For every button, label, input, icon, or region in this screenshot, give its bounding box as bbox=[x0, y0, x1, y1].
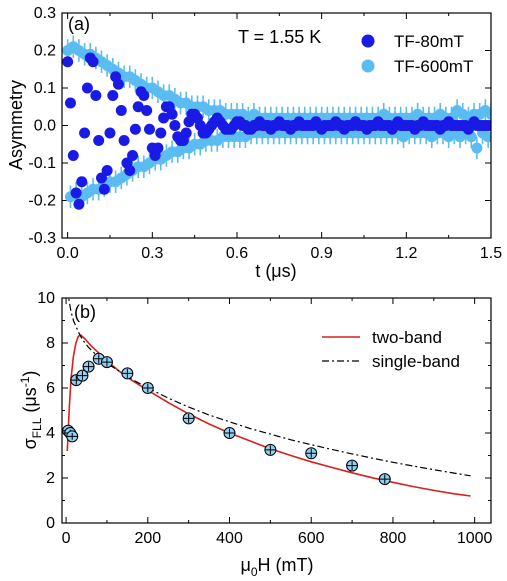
tf600-point bbox=[485, 108, 491, 120]
tf80-point bbox=[127, 150, 139, 161]
legend-label-tf80: TF-80mT bbox=[394, 32, 464, 51]
tf80-point bbox=[180, 127, 192, 139]
sigma-point bbox=[121, 367, 134, 380]
a-ytick-label: -0.2 bbox=[28, 193, 56, 210]
panel-b-curves bbox=[66, 298, 471, 497]
b-ytick-label: 4 bbox=[46, 425, 55, 442]
sigma-point bbox=[182, 412, 195, 425]
tf80-point bbox=[101, 165, 113, 176]
tf80-point bbox=[155, 127, 167, 139]
tf600-point bbox=[482, 131, 491, 143]
tf80-point bbox=[132, 101, 144, 113]
tf80-point bbox=[87, 56, 99, 68]
sigma-point bbox=[66, 430, 79, 443]
tf80-point bbox=[158, 112, 170, 124]
sigma-point bbox=[346, 459, 359, 472]
panel-b-ylabel: σFLL (μs-1) bbox=[18, 371, 44, 450]
tf80-point bbox=[129, 123, 141, 135]
tf80-point bbox=[104, 127, 116, 139]
tf80-point bbox=[124, 165, 136, 176]
a-xtick-label: 0.3 bbox=[141, 245, 163, 262]
b-xtick-label: 400 bbox=[216, 530, 243, 547]
a-ytick-label: -0.1 bbox=[28, 155, 56, 172]
b-xtick-label: 1000 bbox=[457, 530, 493, 547]
legend-label-two-band: two-band bbox=[372, 328, 442, 347]
panel-a-xlabel: t (μs) bbox=[255, 261, 296, 281]
a-ytick-label: -0.3 bbox=[28, 230, 56, 247]
panel-a-points-80 bbox=[62, 52, 491, 210]
legend-label-single-band: single-band bbox=[372, 352, 460, 371]
panel-a-ylabel: Asymmetry bbox=[6, 80, 26, 170]
sigma-point bbox=[264, 443, 277, 456]
b-xtick-label: 200 bbox=[134, 530, 161, 547]
tf80-point bbox=[107, 90, 119, 101]
tf80-point bbox=[98, 183, 110, 195]
a-xtick-label: 0.9 bbox=[311, 245, 333, 262]
a-xtick-label: 0.6 bbox=[226, 245, 248, 262]
a-xtick-label: 0.0 bbox=[57, 245, 79, 262]
b-ytick-label: 0 bbox=[46, 515, 55, 532]
panel-a-frame bbox=[61, 12, 492, 239]
sigma-point bbox=[82, 360, 95, 373]
tf80-point bbox=[64, 97, 76, 109]
a-ytick-label: 0.0 bbox=[34, 118, 56, 135]
b-ytick-label: 6 bbox=[46, 380, 55, 397]
sigma-point bbox=[100, 356, 113, 369]
a-xtick-label: 1.2 bbox=[395, 245, 417, 262]
sigma-point bbox=[378, 473, 391, 486]
single-band-curve bbox=[68, 298, 471, 477]
tf80-point bbox=[166, 108, 178, 120]
two-band-curve bbox=[66, 334, 471, 497]
tf80-point bbox=[79, 127, 91, 139]
legend-label-tf600: TF-600mT bbox=[394, 57, 473, 76]
panel-b-label: (b) bbox=[74, 302, 96, 322]
legend-marker-tf80 bbox=[361, 34, 375, 48]
a-xtick-label: 1.5 bbox=[480, 245, 502, 262]
b-ytick-label: 8 bbox=[46, 335, 55, 352]
panel-a-annotation: T = 1.55 K bbox=[238, 27, 321, 47]
a-ytick-label: 0.1 bbox=[34, 80, 56, 97]
tf80-point bbox=[138, 90, 150, 101]
sigma-point bbox=[223, 427, 236, 439]
legend-marker-tf600 bbox=[361, 59, 375, 73]
tf80-point bbox=[152, 142, 164, 154]
sigma-point bbox=[141, 382, 154, 394]
tf80-point bbox=[112, 78, 124, 90]
tf80-point bbox=[115, 105, 127, 116]
panel-b-points bbox=[62, 352, 391, 486]
b-ytick-label: 10 bbox=[37, 290, 55, 307]
panel-a-legend: TF-80mT TF-600mT bbox=[361, 32, 473, 76]
tf80-point bbox=[73, 198, 85, 210]
tf80-point bbox=[143, 123, 155, 135]
tf80-point bbox=[81, 82, 93, 94]
b-xtick-label: 800 bbox=[380, 530, 407, 547]
tf80-point bbox=[96, 172, 108, 184]
tf80-point bbox=[93, 135, 105, 146]
b-xtick-label: 600 bbox=[298, 530, 325, 547]
panel-b-xlabel: μ0H (mT) bbox=[240, 555, 313, 579]
tf80-point bbox=[76, 176, 88, 188]
sigma-point bbox=[305, 447, 318, 460]
tf80-point bbox=[70, 187, 82, 199]
b-xtick-label: 0 bbox=[62, 530, 71, 547]
tf600-point bbox=[471, 142, 483, 154]
panel-a-label: (a) bbox=[68, 14, 90, 34]
tf80-point bbox=[90, 90, 102, 101]
b-ytick-label: 2 bbox=[46, 470, 55, 487]
panel-a: 0.0 0.3 0.6 0.9 1.2 1.5 -0.3 -0.2 -0.1 0.0 0.1 0.2… bbox=[6, 5, 502, 281]
sigma-point bbox=[76, 369, 89, 382]
a-ytick-label: 0.3 bbox=[34, 5, 56, 22]
tf80-point bbox=[67, 150, 79, 161]
tf80-point bbox=[141, 105, 153, 116]
panel-b: 0 200 400 600 800 1000 0 2 4 6 8 10 (b) μ0H (mT) σ… bbox=[18, 290, 493, 579]
a-ytick-label: 0.2 bbox=[34, 43, 56, 60]
panel-b-legend: two-band single-band bbox=[322, 328, 460, 371]
tf80-point bbox=[485, 120, 491, 131]
tf80-point bbox=[62, 56, 74, 68]
tf80-point bbox=[169, 120, 181, 131]
tf80-point bbox=[118, 135, 130, 146]
panel-b-frame bbox=[61, 297, 492, 524]
